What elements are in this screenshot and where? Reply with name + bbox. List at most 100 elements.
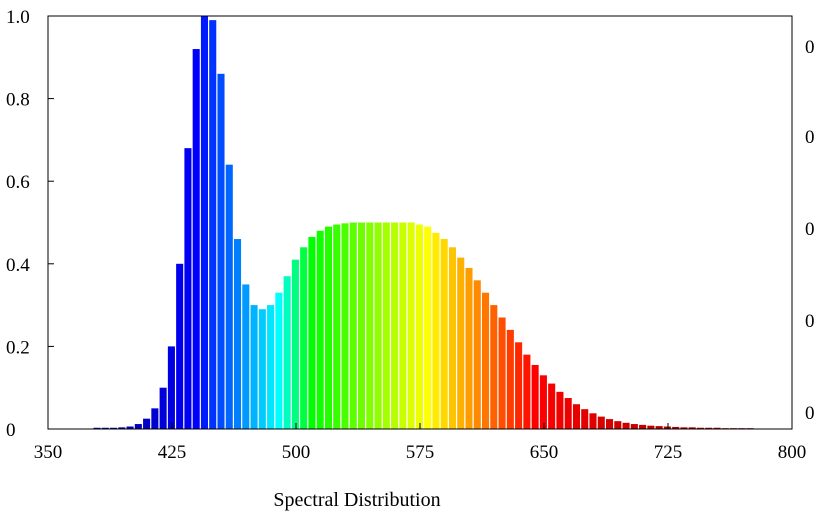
spectrum-bar	[242, 284, 250, 429]
x-tick-label: 500	[282, 442, 311, 463]
spectrum-bar	[531, 364, 539, 429]
spectrum-bar	[457, 257, 465, 429]
spectrum-bar	[374, 222, 382, 429]
spectrum-bar	[622, 422, 630, 429]
spectrum-bar	[581, 409, 589, 429]
spectrum-bar	[341, 223, 349, 429]
x-tick-label: 350	[34, 442, 63, 463]
spectrum-bar	[696, 427, 704, 429]
spectrum-bar	[614, 421, 622, 429]
x-tick-label: 425	[158, 442, 187, 463]
spectrum-bar	[225, 164, 233, 429]
spectrum-bar	[548, 383, 556, 429]
spectrum-bar	[705, 427, 713, 429]
spectrum-bar	[539, 375, 547, 429]
spectrum-bar	[126, 426, 134, 429]
spectrum-bar	[589, 413, 597, 429]
spectrum-bar	[440, 239, 448, 429]
spectrum-bar	[515, 342, 523, 429]
x-axis: 350 425 500 575 650 725 800	[34, 423, 807, 463]
y-tick-label: 0.8	[6, 90, 30, 111]
x-tick-label: 650	[530, 442, 559, 463]
spectrum-bar	[134, 424, 142, 429]
spectrum-bar	[680, 427, 688, 429]
spectrum-bar	[399, 222, 407, 429]
spectrum-bar	[93, 427, 101, 429]
spectrum-bar	[556, 391, 564, 429]
spectrum-bar	[639, 424, 647, 429]
spectrum-bar	[101, 427, 109, 429]
spectrum-bar	[448, 247, 456, 429]
spectrum-bar	[606, 419, 614, 429]
spectrum-bar	[506, 329, 514, 429]
spectrum-bar	[333, 224, 341, 429]
spectrum-bar	[713, 427, 721, 429]
spectrum-bar	[688, 427, 696, 429]
spectrum-bar	[143, 418, 151, 429]
spectrum-bar	[118, 427, 126, 429]
spectrum-bar	[200, 16, 208, 429]
spectrum-bar	[234, 239, 242, 429]
spectrum-bar	[184, 148, 192, 429]
spectrum-bar	[672, 426, 680, 429]
spectrum-bar	[217, 73, 225, 429]
spectrum-bar	[291, 259, 299, 429]
y-tick-label: 1.0	[6, 7, 30, 28]
spectrum-bar	[275, 292, 283, 429]
spectrum-bar	[110, 427, 118, 429]
spectrum-bar	[159, 387, 167, 429]
spectrum-bar	[572, 404, 580, 429]
spectrum-bar	[597, 416, 605, 429]
spectrum-bar	[630, 424, 638, 429]
right-axis-tick-label: 0	[805, 311, 815, 332]
spectrum-bar	[647, 425, 655, 429]
spectrum-bar	[324, 226, 332, 429]
spectrum-bar	[267, 305, 275, 429]
x-tick-label: 725	[654, 442, 683, 463]
spectrum-bar	[465, 267, 473, 429]
right-axis-tick-label: 0	[805, 219, 815, 240]
spectrum-bar	[663, 426, 671, 429]
right-axis-tick-label: 0	[805, 403, 815, 424]
spectrum-bar	[250, 305, 258, 429]
spectrum-bar	[151, 408, 159, 429]
spectrum-bar	[564, 398, 572, 429]
y-axis: 0 0.2 0.4 0.6 0.8 1.0	[6, 7, 54, 441]
spectrum-bar	[382, 222, 390, 429]
spectrum-bar	[258, 309, 266, 429]
spectrum-bar	[424, 226, 432, 429]
spectrum-bar	[415, 224, 423, 429]
spectrum-bar	[283, 276, 291, 429]
spectrum-bar	[176, 263, 184, 429]
x-tick-label: 800	[778, 442, 807, 463]
spectrum-bar	[366, 222, 374, 429]
bars-layer	[93, 16, 754, 429]
spectrum-bar	[407, 222, 415, 429]
spectrum-bar	[209, 20, 217, 429]
spectrum-bar	[391, 222, 399, 429]
spectrum-bar	[167, 346, 175, 429]
right-axis: 0 0 0 0 0	[805, 37, 815, 424]
right-axis-tick-label: 0	[805, 37, 815, 58]
y-tick-label: 0.6	[6, 172, 30, 193]
spectrum-bar	[300, 247, 308, 429]
spectrum-bar	[523, 354, 531, 429]
x-tick-label: 575	[406, 442, 435, 463]
spectrum-bar	[432, 232, 440, 429]
spectrum-bar	[358, 222, 366, 429]
spectrum-bar	[490, 305, 498, 429]
spectrum-bar	[655, 426, 663, 429]
y-tick-label: 0	[6, 420, 16, 441]
y-tick-label: 0.2	[6, 337, 30, 358]
y-tick-label: 0.4	[6, 255, 30, 276]
spectrum-bar	[473, 280, 481, 429]
spectrum-bar	[316, 230, 324, 429]
spectrum-bar	[349, 222, 357, 429]
spectrum-bar	[498, 317, 506, 429]
spectrum-bar	[192, 49, 200, 429]
x-axis-title: Spectral Distribution	[273, 489, 440, 511]
right-axis-tick-label: 0	[805, 127, 815, 148]
spectrum-bar	[308, 236, 316, 429]
